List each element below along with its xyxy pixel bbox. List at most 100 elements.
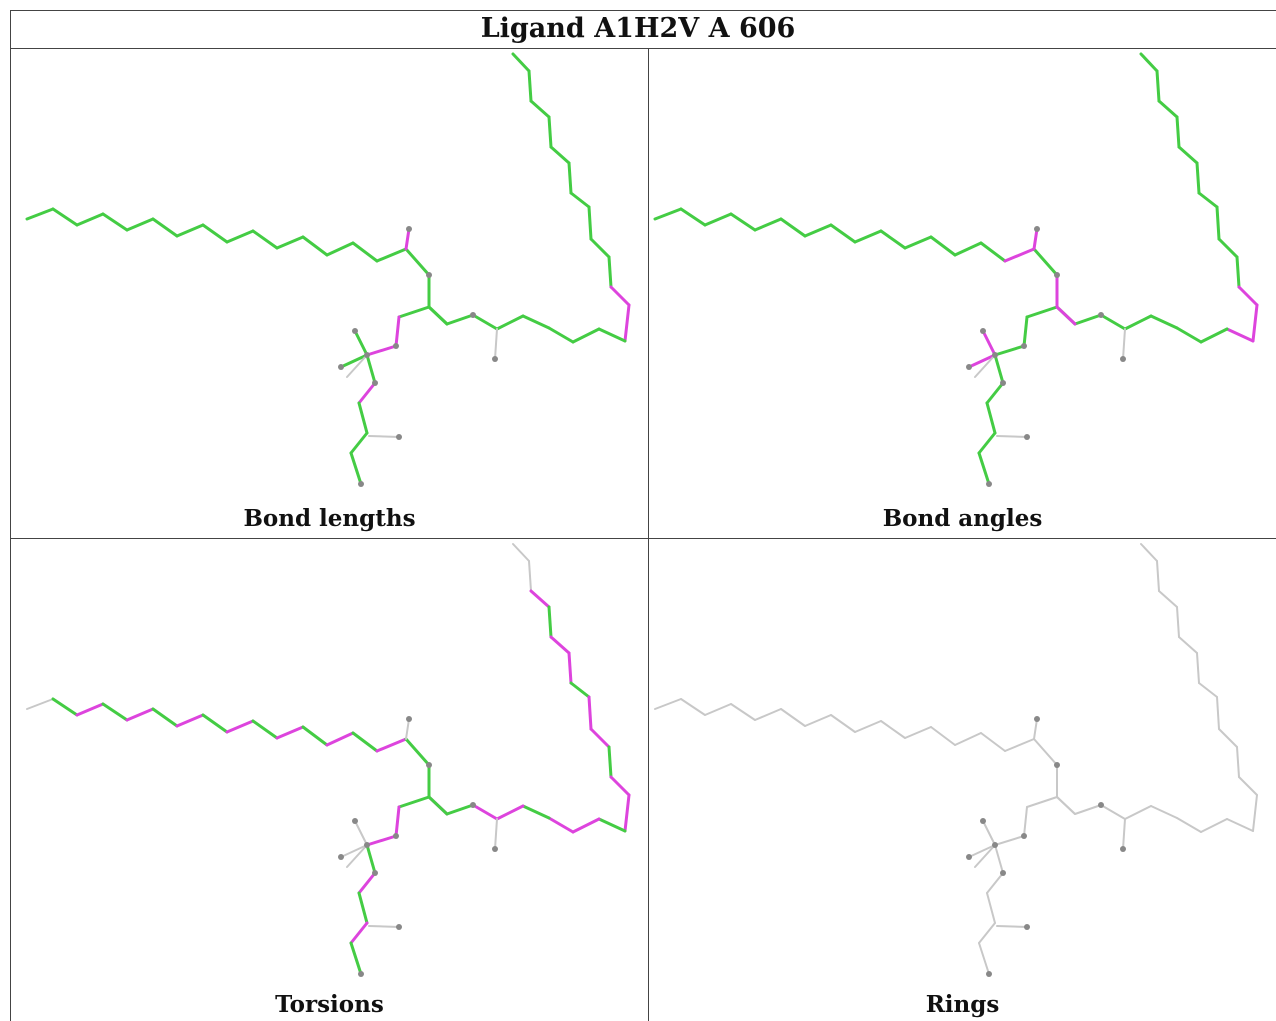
bond	[996, 435, 1028, 438]
bond	[351, 731, 379, 753]
bond	[547, 605, 553, 639]
bond	[1032, 227, 1039, 251]
bond	[974, 354, 996, 378]
bond	[1155, 69, 1161, 103]
molecule-bond-lengths	[25, 52, 631, 487]
atom	[393, 343, 399, 349]
atom	[1024, 434, 1030, 440]
bond	[1252, 794, 1258, 832]
atom	[470, 312, 476, 318]
bond	[679, 207, 707, 227]
bond	[357, 401, 369, 435]
bond	[804, 714, 832, 727]
bond	[375, 737, 408, 753]
bond	[930, 726, 956, 746]
bond	[589, 237, 611, 259]
atom	[426, 272, 432, 278]
bond	[829, 223, 857, 244]
bond	[25, 207, 55, 221]
bond	[357, 891, 369, 925]
bond	[1026, 796, 1058, 808]
bond	[779, 217, 807, 238]
bond	[996, 925, 1028, 928]
bond	[349, 431, 369, 455]
bond	[977, 431, 997, 455]
bond	[495, 804, 525, 821]
bond	[397, 305, 431, 319]
bond	[607, 255, 613, 289]
bond	[1216, 696, 1220, 730]
bond	[978, 942, 990, 975]
bond	[830, 714, 856, 733]
bond	[1196, 652, 1200, 684]
atom	[986, 481, 992, 487]
bond	[703, 212, 733, 227]
bond	[680, 698, 706, 716]
table-left-border	[10, 10, 11, 1021]
atom	[470, 802, 476, 808]
bond	[623, 303, 631, 343]
title-bottom-border	[10, 48, 1276, 49]
atom	[1034, 226, 1040, 232]
atom	[966, 364, 972, 370]
atom	[358, 481, 364, 487]
bond	[974, 844, 996, 868]
bond	[985, 381, 1005, 405]
bond	[346, 844, 368, 868]
bond	[609, 285, 631, 307]
bond	[954, 732, 982, 746]
atom	[396, 434, 402, 440]
atom	[1000, 870, 1006, 876]
bond	[1251, 303, 1259, 343]
bond	[1123, 314, 1153, 331]
bond	[1199, 327, 1229, 344]
bond	[587, 205, 593, 241]
bond	[251, 719, 279, 740]
bond	[978, 922, 996, 944]
atom	[1120, 846, 1126, 852]
bond	[175, 223, 205, 238]
bond	[427, 305, 449, 326]
atom	[364, 352, 370, 358]
bond	[1176, 606, 1180, 638]
panel-torsions	[11, 539, 648, 1021]
bond	[365, 834, 398, 847]
atom	[406, 716, 412, 722]
bond	[365, 344, 398, 357]
bond	[980, 732, 1006, 752]
bond	[569, 191, 591, 209]
bond	[549, 145, 571, 165]
bond	[1074, 804, 1102, 815]
bond	[547, 326, 575, 344]
bond	[349, 451, 363, 486]
bond	[1177, 145, 1199, 165]
bond	[1099, 313, 1127, 331]
caption-bond-angles: Bond angles	[882, 505, 1043, 532]
row-divider	[10, 538, 1276, 539]
bond	[569, 681, 591, 699]
bond	[1235, 255, 1241, 289]
bond	[1122, 818, 1126, 850]
bond	[1157, 99, 1179, 119]
bond	[1022, 315, 1029, 348]
bond	[151, 217, 179, 238]
bond	[704, 703, 732, 716]
bond	[1003, 247, 1036, 263]
bond	[1215, 205, 1221, 241]
atom	[1098, 312, 1104, 318]
bond	[101, 212, 129, 232]
bond	[1237, 285, 1259, 307]
figure-title: Ligand A1H2V A 606	[480, 13, 796, 44]
bond	[340, 844, 368, 858]
bond	[880, 720, 906, 739]
bond	[986, 892, 996, 924]
caption-rings: Rings	[925, 991, 1000, 1018]
molecule-bond-angles	[653, 52, 1259, 487]
bond	[982, 820, 996, 846]
bond	[357, 871, 377, 895]
bond	[609, 775, 631, 797]
atom	[426, 762, 432, 768]
atom	[396, 924, 402, 930]
atom	[492, 846, 498, 852]
